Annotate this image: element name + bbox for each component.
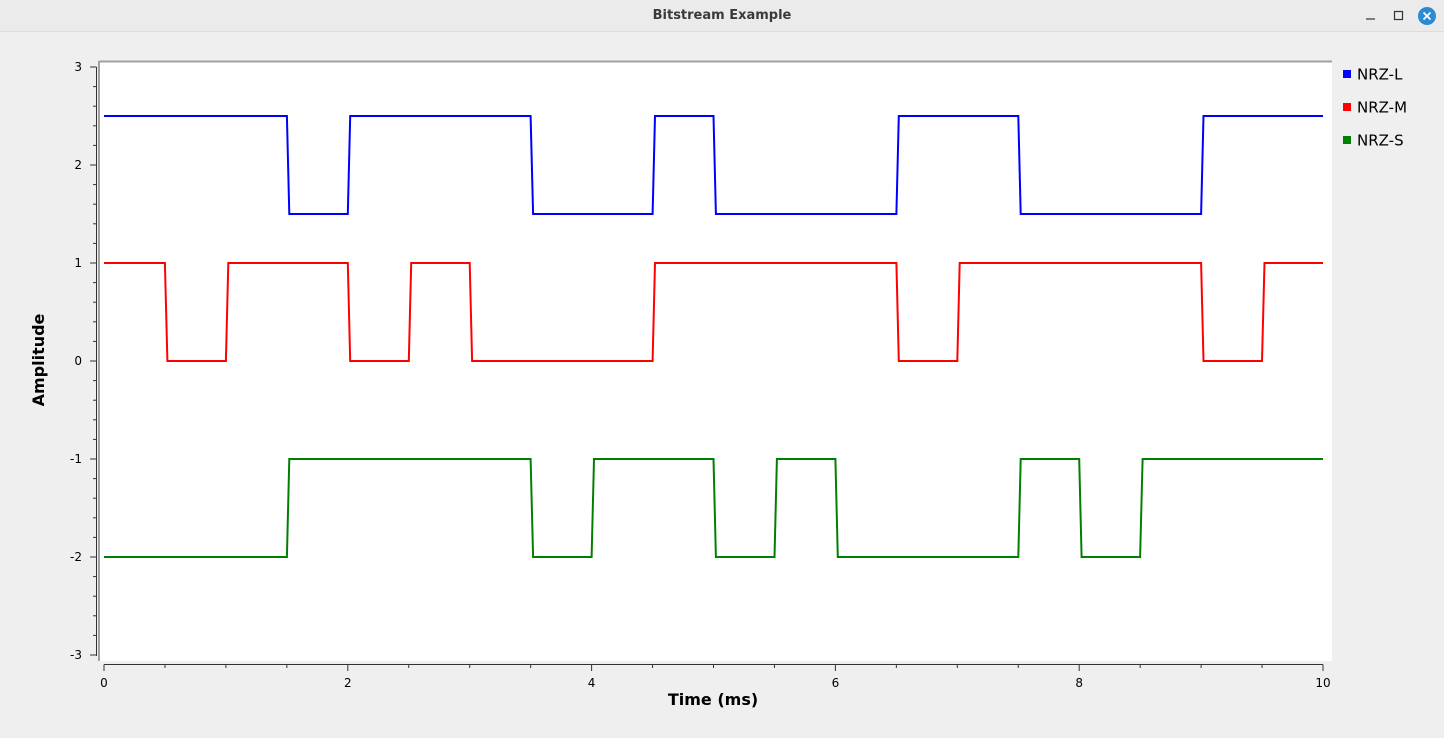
legend: NRZ-L NRZ-M NRZ-S xyxy=(1343,66,1407,150)
title-bar[interactable]: Bitstream Example xyxy=(0,0,1444,32)
y-axis-label: Amplitude xyxy=(29,313,48,406)
legend-swatch xyxy=(1343,136,1351,144)
maximize-button[interactable] xyxy=(1389,6,1409,26)
y-tick-label: 1 xyxy=(74,256,82,270)
maximize-icon xyxy=(1393,10,1404,21)
minimize-button[interactable] xyxy=(1361,6,1381,26)
x-tick-label: 8 xyxy=(1075,676,1083,690)
legend-swatch xyxy=(1343,103,1351,111)
x-tick-label: 2 xyxy=(344,676,352,690)
y-tick-label: 3 xyxy=(74,60,82,74)
x-tick-label: 0 xyxy=(100,676,108,690)
close-icon xyxy=(1418,7,1436,25)
legend-label: NRZ-L xyxy=(1357,66,1403,84)
x-axis-label: Time (ms) xyxy=(668,690,758,709)
y-tick-label: -1 xyxy=(70,452,82,466)
window-title: Bitstream Example xyxy=(652,8,792,23)
legend-swatch xyxy=(1343,70,1351,78)
series-line-nrz-l xyxy=(104,115,1323,215)
legend-label: NRZ-S xyxy=(1357,132,1404,150)
series-line-nrz-m xyxy=(104,262,1323,362)
x-tick-label: 4 xyxy=(588,676,596,690)
x-tick-label: 10 xyxy=(1315,676,1330,690)
legend-label: NRZ-M xyxy=(1357,99,1407,117)
y-tick-label: 0 xyxy=(74,354,82,368)
minimize-icon xyxy=(1366,18,1375,20)
series-line-nrz-s xyxy=(104,458,1323,558)
y-tick-label: -2 xyxy=(70,550,82,564)
close-button[interactable] xyxy=(1417,6,1437,26)
plot-area xyxy=(99,61,1332,661)
y-tick-label: 2 xyxy=(74,158,82,172)
y-tick-label: -3 xyxy=(70,648,82,662)
x-tick-label: 6 xyxy=(832,676,840,690)
